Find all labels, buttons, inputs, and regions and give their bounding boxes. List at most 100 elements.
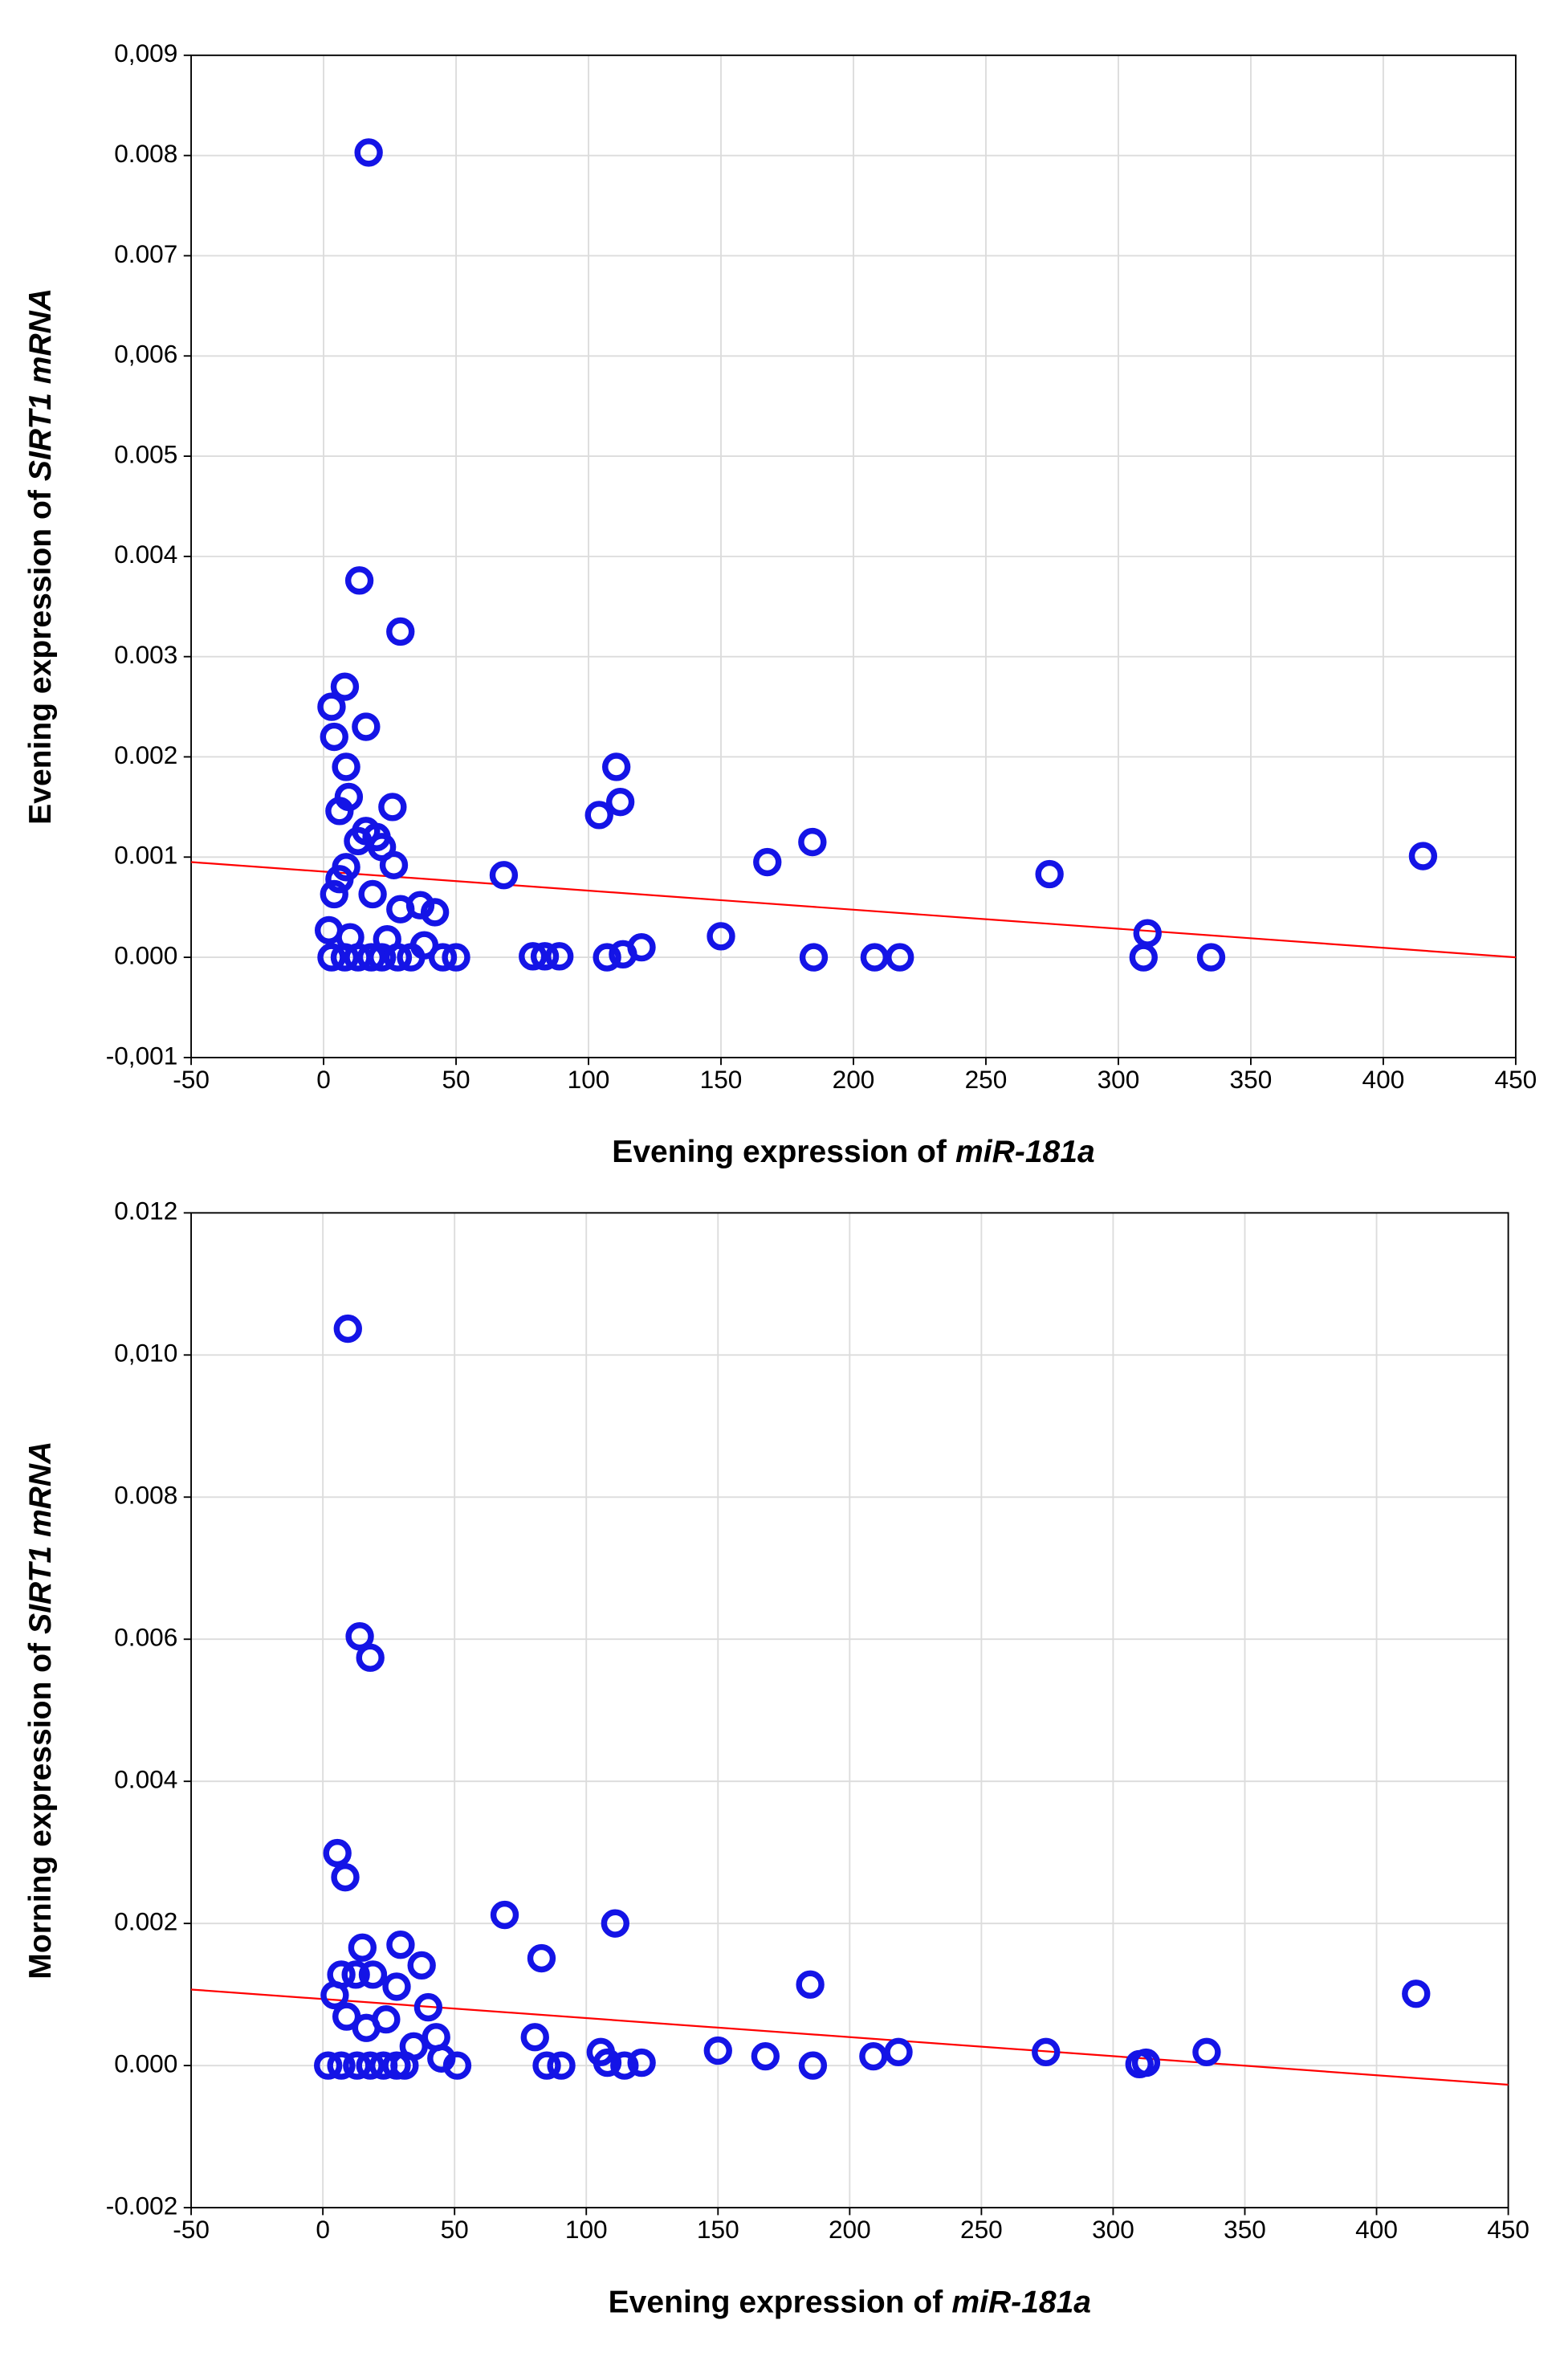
data-point — [386, 1931, 415, 1959]
x-tick-label: 250 — [960, 2215, 1003, 2244]
y-tick-label: 0.002 — [114, 1907, 177, 1936]
x-tick-label: 400 — [1362, 1065, 1405, 1094]
y-tick-label: 0.004 — [114, 1765, 177, 1794]
y-tick-label: -0,001 — [106, 1041, 178, 1070]
data-point — [799, 943, 829, 972]
axis-label-text: Morning expression of — [23, 1642, 58, 1980]
data-point — [332, 752, 360, 781]
data-point — [527, 1943, 556, 1973]
y-tick-label: 0.000 — [114, 940, 177, 969]
x-tick-label: 100 — [568, 1065, 610, 1094]
x-tick-label: 150 — [700, 1065, 743, 1094]
data-point — [348, 1933, 377, 1962]
data-point — [707, 922, 735, 951]
scatter-chart: -50 0 50 100 150 200 250 300 350 400 450 -0,001 0.00… — [23, 39, 1537, 1169]
data-point — [1131, 2048, 1161, 2077]
data-point — [314, 2051, 343, 2080]
data-point — [317, 692, 346, 721]
data-point — [605, 787, 635, 817]
x-tick-label: -50 — [173, 2215, 210, 2244]
data-point — [343, 2051, 372, 2080]
data-point — [520, 2023, 549, 2052]
data-point — [386, 895, 415, 924]
data-point — [547, 2051, 576, 2080]
y-tick-label: 0.007 — [114, 239, 177, 268]
data-point — [1035, 859, 1064, 889]
data-point — [352, 712, 381, 741]
data-point — [796, 1970, 825, 1999]
x-tick-label: 200 — [829, 2215, 871, 2244]
y-tick-label: 0.004 — [114, 540, 177, 569]
data-point — [333, 1314, 362, 1344]
data-point — [442, 2051, 472, 2080]
data-point — [356, 2051, 385, 2080]
plot-frame — [190, 54, 1517, 1058]
y-tick-label: 0.008 — [114, 139, 177, 168]
x-tick-label: 450 — [1495, 1065, 1537, 1094]
x-tick-label: 400 — [1355, 2215, 1398, 2244]
data-point — [330, 672, 360, 701]
data-point — [358, 1960, 388, 1989]
data-point — [378, 793, 407, 822]
data-point — [751, 2041, 780, 2071]
data-point — [602, 752, 631, 781]
y-tick-label: -0.002 — [106, 2191, 178, 2220]
axis-label-text: Evening expression of — [23, 489, 58, 825]
data-point — [341, 1960, 370, 1989]
data-point — [420, 898, 450, 927]
data-point — [352, 2013, 381, 2042]
x-tick-label: 0 — [316, 2215, 330, 2244]
data-point — [390, 2051, 419, 2080]
data-point — [317, 943, 346, 972]
x-tick-label: 350 — [1224, 2215, 1266, 2244]
data-point — [627, 932, 656, 962]
data-point — [884, 2037, 913, 2066]
axis-label: Evening expression of miR-181a — [609, 2285, 1091, 2319]
trend-line — [190, 1988, 1509, 2086]
axis-label: Evening expression of SIRT1 mRNA — [23, 288, 58, 825]
data-point — [320, 879, 348, 909]
data-point — [397, 943, 426, 972]
data-point — [442, 943, 470, 972]
data-point — [1032, 2037, 1061, 2066]
axis-label: Evening expression of miR-181a — [612, 1135, 1094, 1169]
axis-label-italic: miR-181a — [951, 2285, 1091, 2319]
y-tick-label: 0.002 — [114, 740, 177, 769]
data-point — [593, 2048, 622, 2077]
axis-label-text: Evening expression of — [609, 2285, 944, 2319]
x-tick-label: 200 — [833, 1065, 875, 1094]
data-point — [386, 617, 415, 646]
axis-label-italic: SIRT1 mRNA — [23, 1441, 58, 1634]
axis-label-italic: SIRT1 mRNA — [23, 288, 58, 481]
data-point — [519, 942, 548, 971]
data-point — [327, 2051, 356, 2080]
data-point — [327, 1960, 356, 1989]
data-point — [323, 1838, 352, 1868]
data-point — [593, 943, 621, 972]
data-point — [530, 942, 560, 971]
data-point — [753, 847, 782, 877]
data-point — [407, 1951, 436, 1980]
x-tick-label: 250 — [965, 1065, 1008, 1094]
x-tick-label: 50 — [442, 1065, 470, 1094]
y-tick-label: 0.001 — [114, 841, 177, 870]
data-point — [584, 801, 613, 830]
data-point — [344, 566, 374, 595]
axis-label-italic: miR-181a — [955, 1135, 1095, 1169]
scatter-chart: -50 0 50 100 150 200 250 300 350 400 450 -0.002 0.00… — [23, 1197, 1529, 2320]
data-point — [367, 943, 397, 972]
data-point — [490, 1900, 519, 1930]
y-tick-label: 0,010 — [114, 1339, 177, 1368]
data-point — [325, 797, 354, 826]
data-point — [428, 943, 458, 972]
data-point — [601, 1909, 629, 1938]
data-point — [703, 2036, 732, 2065]
x-tick-label: -50 — [173, 1065, 210, 1094]
data-point — [532, 2051, 561, 2080]
y-tick-label: 0,009 — [114, 39, 177, 67]
data-point — [610, 2051, 639, 2080]
data-point — [358, 879, 387, 909]
data-point — [379, 850, 409, 879]
